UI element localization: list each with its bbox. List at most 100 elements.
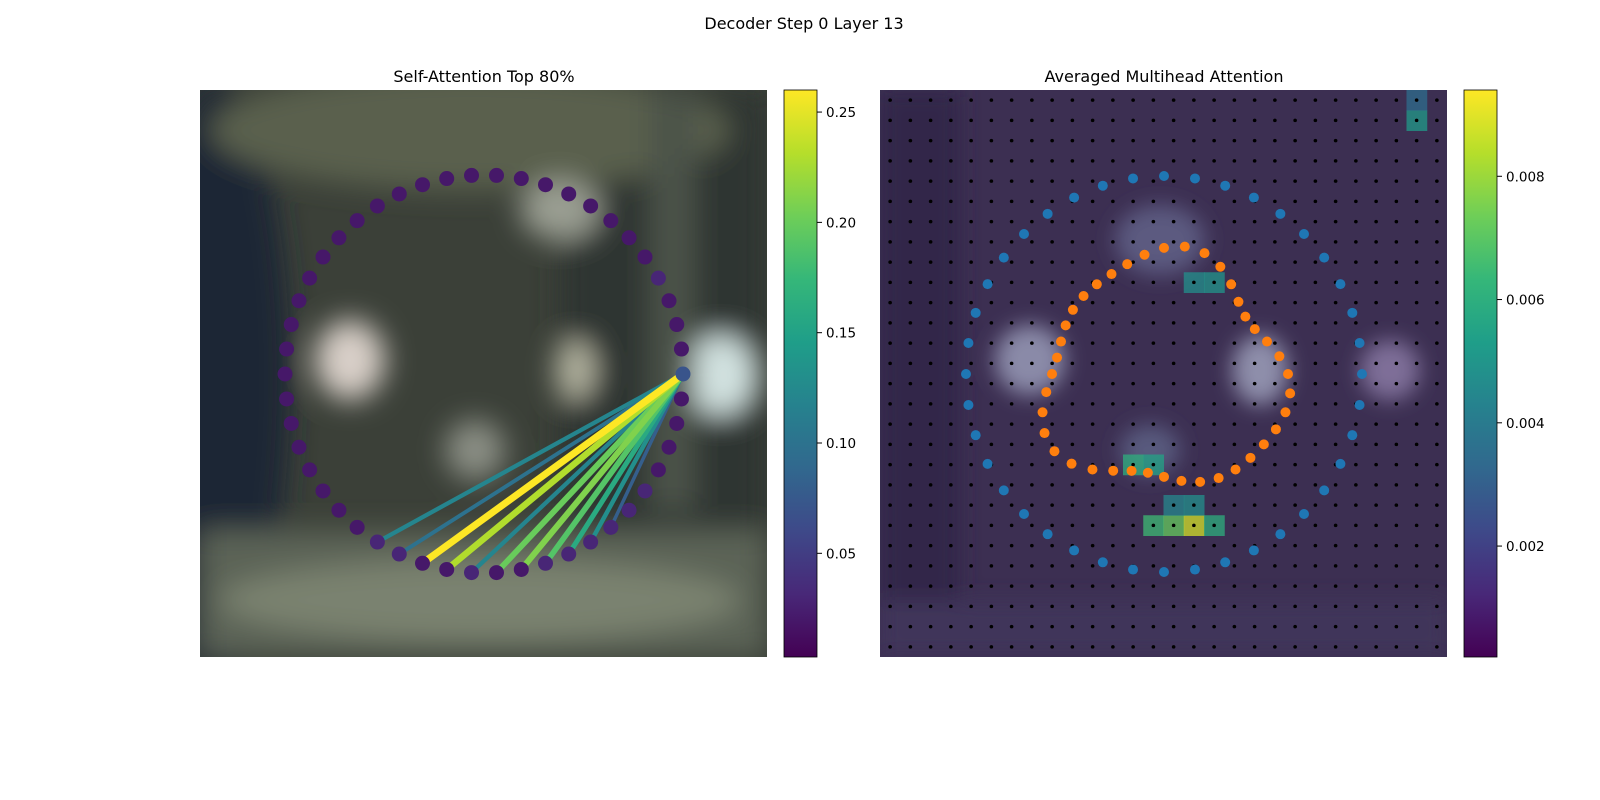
grid-dot (1252, 300, 1257, 305)
grid-dot (1151, 442, 1156, 447)
grid-dot (1090, 402, 1095, 406)
grid-dot (888, 584, 892, 588)
grid-dot (1070, 483, 1075, 487)
grid-dot (1192, 543, 1196, 548)
grid-dot (1273, 584, 1277, 588)
grid-dot (1252, 645, 1257, 649)
grid-dot (1030, 219, 1034, 224)
grid-dot (949, 179, 953, 183)
grid-dot (928, 199, 933, 204)
attention-point (391, 546, 407, 562)
grid-dot (1151, 219, 1156, 224)
grid-dot (1192, 260, 1196, 264)
grid-dot (1131, 361, 1135, 366)
grid-dot (1070, 523, 1075, 528)
grid-dot (969, 300, 973, 305)
grid-dot (1050, 341, 1054, 345)
grid-dot (1131, 483, 1135, 487)
grid-dot (949, 98, 953, 102)
grid-dot (1171, 645, 1176, 649)
grid-dot (1293, 624, 1297, 629)
grid-dot (1151, 584, 1156, 588)
grid-dot (1212, 543, 1216, 548)
grid-dot (888, 199, 892, 204)
grid-dot (1212, 300, 1216, 305)
grid-dot (1333, 341, 1338, 345)
grid-dot (1070, 159, 1075, 163)
grid-dot (1151, 199, 1156, 204)
grid-dot (1212, 138, 1216, 143)
grid-dot (1394, 260, 1399, 264)
grid-dot (1090, 240, 1095, 244)
grid-dot (1313, 361, 1318, 366)
grid-dot (1131, 219, 1135, 224)
grid-dot (1009, 503, 1014, 507)
grid-dot (1212, 523, 1216, 528)
grid-dot (1293, 462, 1297, 467)
grid-dot (888, 503, 892, 507)
grid-dot (1293, 584, 1297, 588)
grid-dot (908, 483, 913, 487)
grid-dot (1192, 422, 1196, 426)
grid-dot (1414, 645, 1419, 649)
grid-dot (1171, 118, 1176, 123)
grid-dot (949, 240, 953, 244)
grid-dot (1252, 503, 1257, 507)
attention-point (669, 317, 685, 333)
grid-dot (1273, 645, 1277, 649)
outer-point (1299, 509, 1310, 520)
grid-dot (1313, 159, 1318, 163)
grid-dot (928, 402, 933, 406)
grid-dot (1050, 179, 1054, 183)
grid-dot (1212, 260, 1216, 264)
colorbar-tick-label: 0.15 (826, 326, 856, 342)
grid-dot (1273, 260, 1277, 264)
grid-dot (1374, 442, 1378, 447)
grid-dot (1414, 240, 1419, 244)
grid-dot (989, 240, 994, 244)
grid-dot (1414, 381, 1419, 386)
left-panel-background-image (200, 90, 767, 657)
inner-point (1159, 242, 1169, 253)
grid-dot (888, 462, 892, 467)
grid-dot (1333, 321, 1338, 325)
grid-dot (1009, 300, 1014, 305)
attention-point (369, 198, 385, 214)
grid-dot (969, 564, 973, 568)
grid-dot (1293, 564, 1297, 568)
inner-point (1067, 304, 1078, 315)
inner-point (1122, 259, 1133, 270)
grid-dot (1354, 483, 1358, 487)
grid-dot (908, 624, 913, 629)
grid-dot (1414, 361, 1419, 366)
grid-dot (928, 159, 933, 163)
left-colorbar: 0.05 0.10 0.15 0.20 0.25 (783, 89, 856, 658)
grid-dot (1374, 240, 1378, 244)
left-panel-title: Self-Attention Top 80% (393, 67, 574, 86)
grid-dot (1111, 381, 1115, 386)
colorbar-tick-label: 0.10 (826, 436, 856, 452)
inner-point (1126, 465, 1137, 476)
grid-dot (1313, 179, 1318, 183)
grid-dot (1394, 138, 1399, 143)
grid-dot (1171, 280, 1176, 285)
inner-point (1280, 407, 1291, 418)
grid-dot (1414, 483, 1419, 487)
inner-point (1283, 369, 1293, 379)
grid-dot (1050, 260, 1054, 264)
grid-dot (1252, 442, 1257, 447)
grid-dot (1354, 604, 1358, 609)
grid-dot (949, 138, 953, 143)
grid-dot (1070, 604, 1075, 609)
grid-dot (1394, 219, 1399, 224)
grid-dot (908, 402, 913, 406)
grid-dot (1050, 624, 1054, 629)
attention-point (464, 167, 480, 183)
grid-dot (1151, 483, 1156, 487)
grid-dot (1252, 260, 1257, 264)
grid-dot (1111, 199, 1115, 204)
grid-dot (1030, 645, 1034, 649)
grid-dot (1030, 341, 1034, 345)
grid-dot (989, 361, 994, 366)
grid-dot (1070, 341, 1075, 345)
